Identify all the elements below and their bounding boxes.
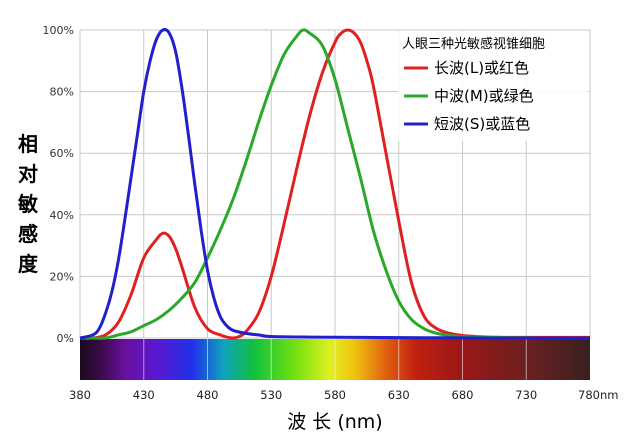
- y-axis-label-char: 相: [18, 132, 38, 156]
- y-tick-labels: 0% 20% 40% 60% 80% 100%: [43, 24, 74, 345]
- x-tick-label: 630: [388, 388, 410, 402]
- series-line-1: [79, 28, 590, 340]
- x-tick-label: 780nm: [578, 388, 618, 402]
- y-axis-label-char: 对: [18, 162, 38, 186]
- y-tick-label: 80%: [50, 86, 74, 99]
- y-tick-label: 20%: [50, 270, 74, 283]
- legend-entry-2: 中波(M)或绿色: [434, 87, 534, 105]
- y-axis-label-char: 敏: [17, 192, 39, 216]
- x-tick-label: 580: [324, 388, 346, 402]
- legend-entry-3: 短波(S)或蓝色: [434, 115, 530, 133]
- y-axis-label-char: 感: [18, 222, 38, 246]
- legend-title: 人眼三种光敏感视锥细胞: [402, 36, 545, 52]
- x-axis-label: 波 长 (nm): [287, 411, 382, 433]
- series-line-2: [79, 28, 590, 340]
- x-tick-label: 480: [197, 388, 219, 402]
- legend-entry-1: 长波(L)或红色: [434, 59, 529, 77]
- x-tick-label: 530: [260, 388, 282, 402]
- y-tick-label: 0%: [57, 332, 74, 345]
- series-lines: [79, 28, 591, 340]
- series-line-3: [79, 28, 591, 340]
- legend-box: [398, 31, 588, 141]
- y-tick-label: 60%: [50, 147, 74, 160]
- y-axis-label-char: 度: [18, 252, 39, 276]
- x-tick-labels: 380 430 480 530 580 630 680 730 780nm: [69, 388, 618, 402]
- x-tick-label: 430: [133, 388, 155, 402]
- x-tick-label: 730: [515, 388, 537, 402]
- x-tick-label: 680: [452, 388, 474, 402]
- y-tick-label: 40%: [50, 209, 74, 222]
- y-tick-label: 100%: [43, 24, 74, 37]
- spectrum-grid: [143, 339, 527, 380]
- x-tick-label: 380: [69, 388, 91, 402]
